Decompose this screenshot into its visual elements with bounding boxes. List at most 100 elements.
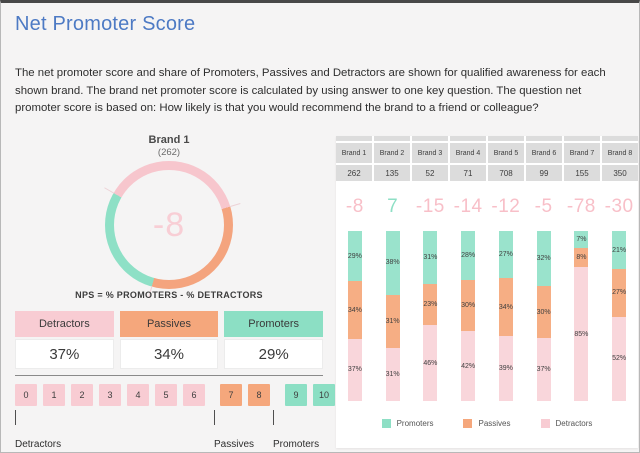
segment-percent-label: 30%: [461, 302, 476, 310]
stacked-bar[interactable]: 7% 8% 85%: [574, 231, 589, 402]
brand-count-cell: 350: [602, 165, 638, 181]
passives-segment[interactable]: 27%: [612, 269, 627, 317]
legend-swatch: [463, 419, 473, 428]
detractors-segment[interactable]: 52%: [612, 316, 626, 402]
stacked-bar[interactable]: 21% 27% 52%: [612, 231, 627, 402]
scale-group-label: Passives: [214, 439, 255, 450]
promoters-segment[interactable]: 38%: [385, 231, 400, 295]
stacked-bar[interactable]: 28% 30% 42%: [461, 231, 475, 401]
promoters-segment[interactable]: 21%: [612, 231, 626, 270]
segment-percent-label: 31%: [423, 254, 438, 262]
segment-percent-label: 8%: [576, 254, 587, 262]
detractors-segment[interactable]: 37%: [347, 338, 362, 401]
scale-box-4: 4: [127, 384, 149, 406]
legend-item-promoters[interactable]: Promoters: [381, 419, 434, 428]
passives-segment[interactable]: 34%: [498, 278, 513, 336]
detractors-segment[interactable]: 39%: [498, 335, 513, 401]
legend-label: Promoters: [396, 419, 434, 428]
legend-item-passives[interactable]: Passives: [463, 419, 511, 428]
passives-segment[interactable]: 31%: [385, 294, 400, 348]
legend-label: Detractors: [555, 419, 593, 428]
detractors-segment[interactable]: 31%: [385, 347, 400, 401]
summary-column: Detractors 37%: [15, 311, 114, 369]
summary-header-cell: Passives: [119, 311, 219, 337]
donut-nps-value: -8: [152, 205, 186, 244]
brand-bar-column: 27% 34% 39%: [487, 231, 525, 401]
scale-group-tick: [214, 410, 215, 425]
brand-name-cell[interactable]: Brand 1: [336, 143, 372, 163]
passives-segment[interactable]: 30%: [536, 286, 551, 339]
promoters-segment[interactable]: 32%: [536, 231, 551, 287]
brand-nps-value: -15: [415, 196, 445, 217]
segment-percent-label: 32%: [536, 255, 551, 263]
chart-legend: Promoters Passives Detractors: [336, 419, 638, 428]
nps-formula-label: NPS = % PROMOTERS - % DETRACTORS: [75, 290, 263, 300]
nps-donut-chart[interactable]: -8: [104, 161, 241, 297]
detractors-segment[interactable]: 37%: [536, 338, 551, 401]
stacked-bar[interactable]: 27% 34% 39%: [498, 231, 513, 401]
stacked-bar[interactable]: 38% 31% 31%: [385, 231, 400, 401]
detractors-segment[interactable]: 42%: [461, 331, 475, 401]
segment-percent-label: 23%: [423, 301, 438, 309]
detractors-segment[interactable]: 46%: [423, 325, 437, 401]
brand-count-row: 262 135 52 71 708 99 155 350: [336, 165, 638, 181]
passives-segment[interactable]: 8%: [574, 248, 589, 268]
brand-name-cell[interactable]: Brand 2: [374, 143, 410, 163]
brand-nps-value: 7: [387, 196, 399, 217]
brand-bar-column: 32% 30% 37%: [525, 231, 563, 401]
brand-name-cell[interactable]: Brand 7: [564, 143, 600, 163]
scale-box-5: 5: [155, 384, 177, 406]
brand-header-strip: [526, 136, 562, 141]
passives-segment[interactable]: 30%: [461, 279, 476, 332]
detractors-segment[interactable]: 85%: [574, 267, 588, 402]
segment-percent-label: 27%: [498, 251, 513, 259]
summary-value-cell: 34%: [119, 339, 219, 369]
passives-segment[interactable]: 23%: [423, 284, 438, 326]
summary-value-cell: 29%: [224, 339, 323, 369]
brand-name-cell[interactable]: Brand 5: [488, 143, 524, 163]
stacked-bar[interactable]: 31% 23% 46%: [423, 231, 437, 401]
stacked-bar[interactable]: 29% 34% 37%: [347, 231, 362, 401]
promoters-segment[interactable]: 31%: [423, 231, 438, 285]
brand-count-cell: 52: [412, 165, 448, 181]
scale-group-tick: [15, 410, 16, 425]
brand-name-cell[interactable]: Brand 6: [526, 143, 562, 163]
scale-box-10: 10: [313, 384, 335, 406]
brand-header-strip: [412, 136, 448, 141]
promoters-segment[interactable]: 27%: [498, 231, 513, 279]
brand-name-cell[interactable]: Brand 4: [450, 143, 486, 163]
scale-group-tick: [273, 410, 274, 425]
brand-bar-column: 38% 31% 31%: [374, 231, 412, 401]
brand-nps-value: -5: [534, 196, 553, 217]
promoters-segment[interactable]: 29%: [347, 231, 362, 282]
legend-item-detractors[interactable]: Detractors: [540, 419, 593, 428]
promoters-segment[interactable]: 28%: [461, 231, 475, 280]
brand-bar-column: 28% 30% 42%: [449, 231, 487, 401]
brand-header-strip: [564, 136, 600, 141]
brand-nps-value: -14: [453, 196, 483, 217]
brand-nps-value: -78: [566, 196, 596, 217]
scale-box-2: 2: [71, 384, 93, 406]
nps-summary-table: Detractors 37% Passives 34% Promoters 29%: [15, 311, 323, 369]
brand-name-cell[interactable]: Brand 3: [412, 143, 448, 163]
segment-percent-label: 27%: [612, 289, 627, 297]
scale-box-6: 6: [183, 384, 205, 406]
segment-percent-label: 31%: [385, 317, 400, 325]
brand-bar-column: 31% 23% 46%: [412, 231, 450, 401]
page-title: Net Promoter Score: [15, 13, 196, 35]
promoters-segment[interactable]: 7%: [574, 231, 589, 249]
brand-header-strip: [488, 136, 524, 141]
brand-count-cell: 99: [526, 165, 562, 181]
segment-percent-label: 39%: [498, 364, 513, 372]
segment-percent-label: 31%: [385, 370, 400, 378]
stacked-bars-row: 29% 34% 37% 38% 31% 31% 31% 23% 46% 28% 30% 42% 27% 3…: [336, 231, 638, 402]
brand-header-strip: [450, 136, 486, 141]
stacked-bar[interactable]: 32% 30% 37%: [536, 231, 551, 401]
brand-name-cell[interactable]: Brand 8: [602, 143, 638, 163]
section-divider: [15, 375, 323, 376]
segment-percent-label: 37%: [536, 366, 551, 374]
brand-name-row: Brand 1 Brand 2 Brand 3 Brand 4 Brand 5 Brand…: [336, 143, 638, 163]
passives-segment[interactable]: 34%: [347, 281, 362, 339]
segment-percent-label: 34%: [347, 306, 362, 314]
